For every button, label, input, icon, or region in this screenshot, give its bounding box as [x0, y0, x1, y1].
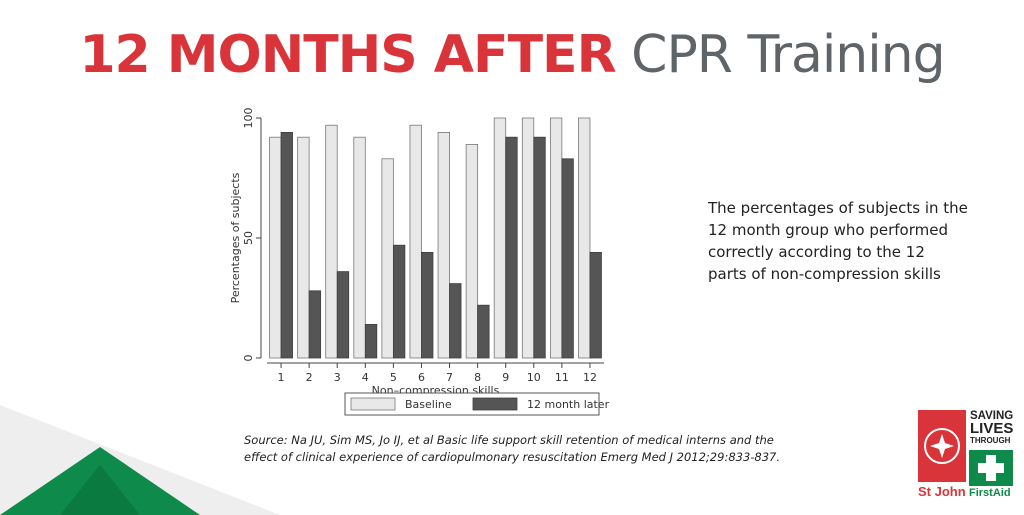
source-citation: Source: Na JU, Sim MS, Jo IJ, et al Basi… [244, 433, 781, 464]
bar-baseline [521, 117, 535, 359]
x-tick-label: 11 [555, 371, 569, 384]
x-tick-label: 2 [306, 371, 313, 384]
x-tick-label: 10 [527, 371, 541, 384]
bar-12-month-later [392, 244, 406, 359]
bar-baseline [465, 144, 479, 359]
bar-baseline [437, 132, 450, 359]
x-tick-label: 8 [474, 371, 481, 384]
st-john-logo: SAVING LIVES THROUGH St John FirstAid [918, 410, 1016, 506]
bar-baseline [297, 136, 310, 359]
bar-12-month-later [280, 132, 293, 359]
bar-12-month-later [589, 251, 602, 359]
page-title: 12 MONTHS AFTER CPR Training [0, 20, 1024, 90]
decorative-corner [0, 405, 280, 515]
y-tick-label: 100 [242, 108, 255, 129]
bar-12-month-later [561, 158, 574, 359]
legend-box [344, 392, 600, 416]
logo-tagline: SAVING LIVES THROUGH [970, 410, 1014, 445]
y-axis-label: Percentages of subjects [229, 172, 242, 303]
legend-swatch [472, 397, 518, 411]
bar-baseline [353, 136, 366, 359]
legend-label: 12 month later [527, 398, 610, 411]
first-aid-cross-icon [969, 450, 1013, 486]
bar-baseline [493, 117, 507, 359]
x-tick-label: 7 [446, 371, 453, 384]
bar-12-month-later [364, 323, 378, 359]
title-rest: CPR Training [631, 25, 946, 85]
y-tick-label: 50 [242, 231, 255, 245]
bar-baseline [325, 124, 338, 359]
bar-baseline [381, 158, 394, 359]
bar-12-month-later [336, 271, 350, 359]
y-tick-label: 0 [242, 355, 255, 362]
bar-baseline [269, 136, 282, 359]
st-john-badge-icon [918, 410, 966, 482]
x-tick-label: 4 [362, 371, 369, 384]
x-tick-label: 3 [334, 371, 341, 384]
bar-12-month-later [421, 251, 434, 359]
bar-12-month-later [505, 136, 518, 359]
x-tick-label: 9 [502, 371, 509, 384]
x-tick-label: 1 [278, 371, 285, 384]
x-tick-label: 5 [390, 371, 397, 384]
legend-label: Baseline [405, 398, 452, 411]
bar-baseline [409, 124, 422, 359]
title-highlight: 12 MONTHS AFTER [79, 25, 616, 85]
bar-12-month-later [477, 304, 490, 359]
x-tick-label: 6 [418, 371, 425, 384]
x-tick-label: 12 [583, 371, 597, 384]
bar-baseline [549, 117, 563, 359]
bar-12-month-later [449, 283, 462, 359]
logo-sub: FirstAid [969, 487, 1011, 499]
bar-12-month-later [308, 290, 322, 359]
bar-12-month-later [533, 136, 546, 359]
legend-swatch [350, 397, 396, 411]
bar-baseline [578, 117, 591, 359]
chart-description: The percentages of subjects in the 12 mo… [708, 199, 968, 283]
logo-brand: St John [918, 484, 966, 499]
